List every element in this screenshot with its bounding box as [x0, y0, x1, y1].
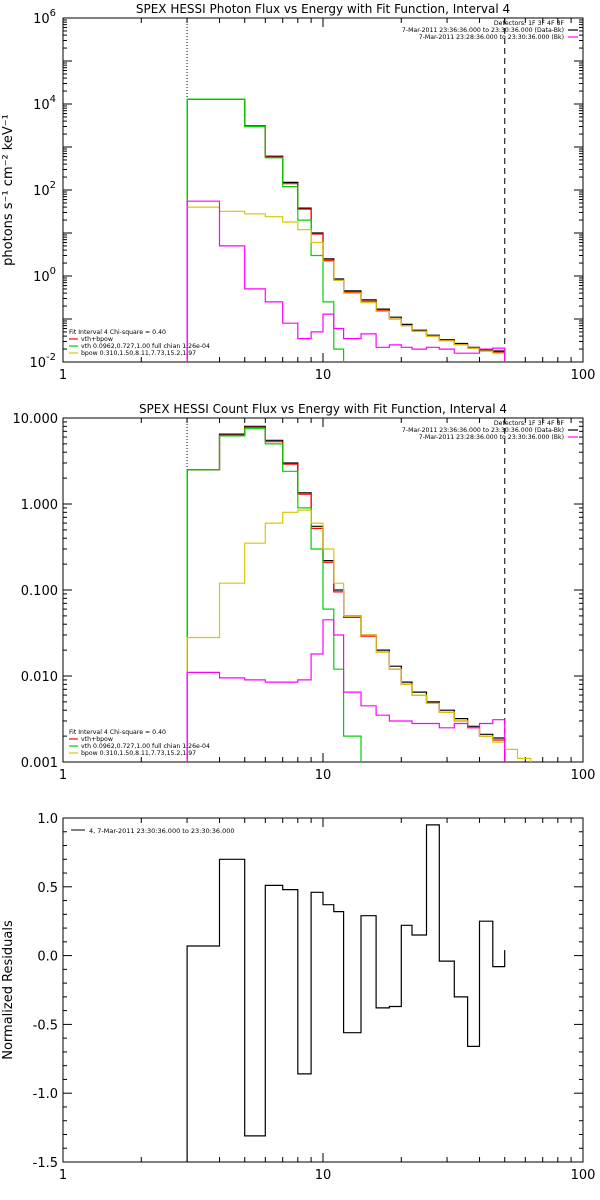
x-tick-label: 1 — [59, 1168, 67, 1183]
chart-title: SPEX HESSI Photon Flux vs Energy with Fi… — [136, 2, 510, 16]
series-vth-line — [186, 98, 345, 362]
y-tick-label: 10-2 — [29, 352, 56, 371]
y-tick-label: 0.0 — [37, 950, 58, 965]
legend-entry: 7-Mar-2011 23:28:36.000 to 23:30:36.000 … — [419, 34, 564, 41]
plot-frame — [62, 817, 584, 1163]
x-tick-label: 100 — [571, 768, 596, 783]
series-vth-line — [186, 428, 362, 762]
y-tick-label: 10.000 — [13, 412, 59, 427]
x-tick-label: 10 — [315, 768, 332, 783]
y-tick-label: 0.010 — [21, 670, 58, 685]
legend-entry: vth+bpow — [81, 336, 113, 343]
y-tick-label: -1.5 — [33, 1156, 58, 1171]
series-data-bk-line — [186, 98, 506, 362]
count-flux-panel: 1 10 100 0.001 0.010 0.100 1.000 10.000 SPEX HES… — [13, 402, 596, 783]
x-tick-label: 1 — [59, 368, 67, 383]
legend-entry: vth+bpow — [81, 736, 113, 743]
legend-entry: 4, 7-Mar-2011 23:30:36.000 to 23:30:36.0… — [89, 827, 235, 835]
legend-entry: vth 0.0962,0.727,1.00 full chian 1.26e-0… — [81, 743, 210, 750]
y-axis-label: photons s⁻¹ cm⁻² keV⁻¹ — [1, 114, 16, 266]
y-tick-label: 102 — [33, 180, 56, 199]
y-tick-label: -0.5 — [33, 1018, 58, 1033]
legend-entry: Fit Interval 4 Chi-square = 0.40 — [69, 729, 166, 736]
y-tick-label: 1.0 — [37, 812, 58, 827]
y-tick-label: 0.100 — [21, 584, 58, 599]
x-tick-label: 10 — [315, 368, 332, 383]
y-tick-label: 0.001 — [21, 756, 58, 771]
series-vth-bpow-line — [186, 426, 506, 762]
y-tick-label: 100 — [33, 266, 56, 285]
series-bpow-line — [186, 509, 532, 762]
residuals-panel: 1 10 100 1.0 0.5 0.0 -0.5 -1.0 -1.5 Normalized Re… — [1, 812, 595, 1183]
chart-title: SPEX HESSI Count Flux vs Energy with Fit… — [139, 402, 507, 416]
legend-entry: Detectors: 1F 3F 4F 8F — [494, 20, 565, 27]
legend-entry: 7-Mar-2011 23:36:36.000 to 23:30:36.000 … — [402, 427, 564, 434]
x-tick-label: 1 — [59, 768, 67, 783]
legend-entry: Detectors: 1F 3F 4F 8F — [494, 420, 565, 427]
x-tick-label: 10 — [315, 1168, 332, 1183]
series-bk-line — [186, 200, 506, 362]
legend-entry: Fit Interval 4 Chi-square = 0.40 — [69, 329, 166, 336]
legend-entry: vth 0.0962,0.727,1.00 full chian 1.26e-0… — [81, 343, 210, 350]
series-data-bk-line — [186, 425, 506, 762]
series-vth-bpow-line — [186, 98, 506, 362]
y-tick-label: 1.000 — [21, 498, 58, 513]
y-axis-label: Normalized Residuals — [1, 920, 16, 1060]
series-bk-line — [186, 619, 506, 762]
x-tick-label: 100 — [571, 1168, 596, 1183]
legend-entry: 7-Mar-2011 23:36:36.000 to 23:30:36.000 … — [402, 27, 564, 34]
legend-entry: bpow 0.310,1.50,8.11,7.73,15.2,1.97 — [81, 350, 196, 357]
photon-flux-panel: 1 10 100 10-2 100 102 104 106 SPEX HESSI Photon … — [1, 2, 595, 383]
legend-entry: bpow 0.310,1.50,8.11,7.73,15.2,1.97 — [81, 750, 196, 757]
x-tick-label: 100 — [571, 368, 596, 383]
y-tick-label: 0.5 — [37, 881, 58, 896]
y-tick-label: 106 — [33, 8, 56, 27]
series-bpow-line — [186, 206, 506, 362]
legend-entry: 7-Mar-2011 23:28:36.000 to 23:30:36.000 … — [419, 434, 564, 441]
y-tick-label: 104 — [33, 94, 56, 113]
series-4-line — [186, 824, 506, 1162]
y-tick-label: -1.0 — [33, 1087, 58, 1102]
